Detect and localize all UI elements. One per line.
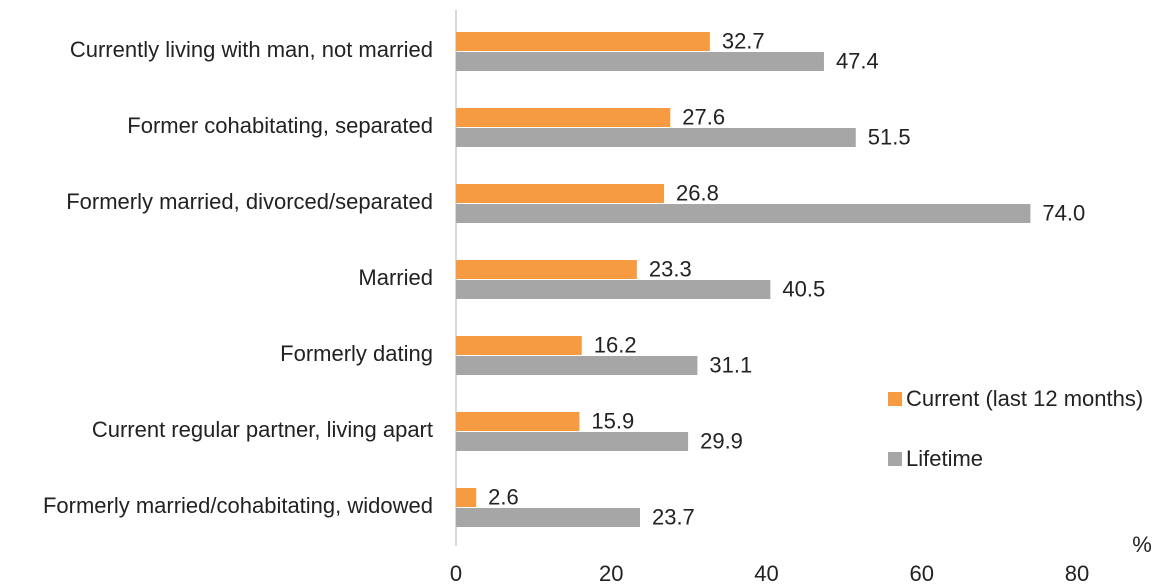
x-tick-label: 20: [599, 561, 623, 584]
value-label: 26.8: [676, 180, 719, 205]
legend-swatch: [888, 392, 902, 406]
bar: [456, 204, 1031, 223]
legend-label: Lifetime: [906, 446, 983, 471]
bar: [456, 488, 477, 507]
category-label: Former cohabitating, separated: [127, 113, 433, 138]
value-label: 15.9: [591, 408, 634, 433]
value-label: 40.5: [782, 276, 825, 301]
x-tick-label: 0: [450, 561, 462, 584]
bar: [456, 280, 771, 299]
category-label: Formerly married/cohabitating, widowed: [43, 493, 433, 518]
bar: [456, 184, 665, 203]
category-label: Married: [358, 265, 433, 290]
x-tick-label: 80: [1065, 561, 1089, 584]
legend-swatch: [888, 452, 902, 466]
value-label: 32.7: [722, 28, 765, 53]
value-label: 31.1: [709, 352, 752, 377]
legend-label: Current (last 12 months): [906, 386, 1143, 411]
category-label: Formerly dating: [280, 341, 433, 366]
bar: [456, 356, 698, 375]
bar: [456, 52, 824, 71]
category-label: Formerly married, divorced/separated: [66, 189, 433, 214]
bar: [456, 108, 671, 127]
bar: [456, 508, 640, 527]
value-label: 23.7: [652, 504, 695, 529]
value-label: 2.6: [488, 484, 519, 509]
category-label: Current regular partner, living apart: [92, 417, 433, 442]
x-axis-label: %: [1132, 532, 1152, 557]
value-label: 27.6: [682, 104, 725, 129]
bar: [456, 432, 689, 451]
bar: [456, 336, 582, 355]
value-label: 51.5: [868, 124, 911, 149]
category-label: Currently living with man, not married: [70, 37, 433, 62]
x-tick-label: 60: [910, 561, 934, 584]
bar: [456, 260, 637, 279]
value-label: 74.0: [1042, 200, 1085, 225]
value-label: 47.4: [836, 48, 879, 73]
bar: [456, 128, 856, 147]
x-tick-label: 40: [754, 561, 778, 584]
value-label: 29.9: [700, 428, 743, 453]
value-label: 23.3: [649, 256, 692, 281]
bar: [456, 32, 710, 51]
bar: [456, 412, 580, 431]
value-label: 16.2: [594, 332, 637, 357]
